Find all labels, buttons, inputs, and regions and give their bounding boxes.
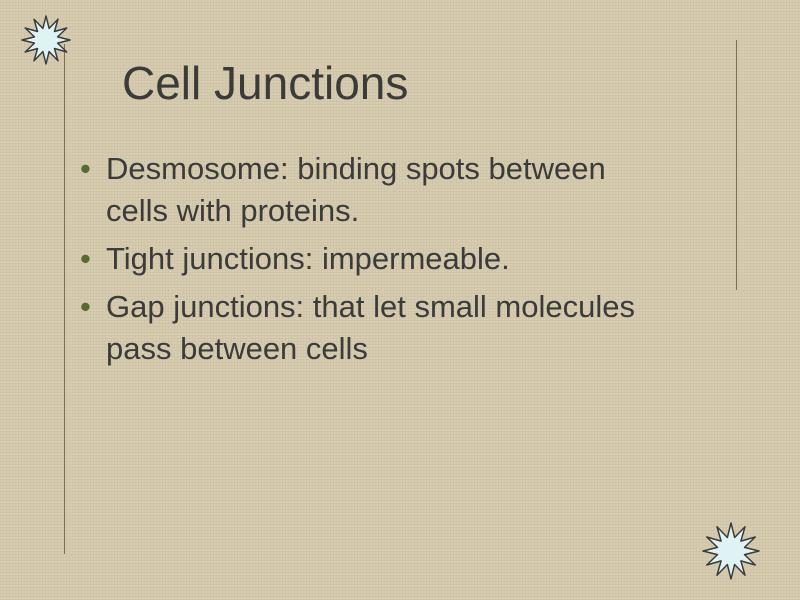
decor-line-right	[736, 40, 737, 290]
slide: Cell Junctions Desmosome: binding spots …	[0, 0, 800, 600]
starburst-icon	[700, 520, 762, 582]
bullet-item: Tight junctions: impermeable.	[78, 238, 638, 280]
starburst-icon	[20, 14, 72, 66]
bullet-item: Gap junctions: that let small molecules …	[78, 286, 638, 370]
slide-title: Cell Junctions	[122, 56, 408, 110]
bullet-list: Desmosome: binding spots between cells w…	[78, 148, 638, 376]
decor-line-left	[64, 44, 65, 554]
bullet-item: Desmosome: binding spots between cells w…	[78, 148, 638, 232]
